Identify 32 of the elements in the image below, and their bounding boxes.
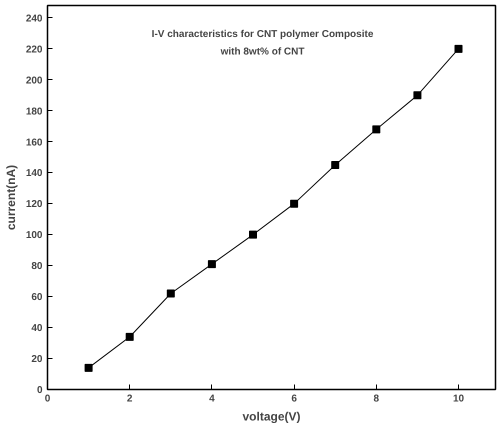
y-axis-title: current(nA) (4, 164, 18, 230)
y-tick-label: 140 (26, 168, 43, 180)
x-tick-label: 6 (291, 394, 298, 404)
y-tick-label: 40 (31, 323, 43, 334)
x-tick-label: 2 (126, 394, 133, 404)
x-tick-label: 8 (374, 394, 380, 404)
point (126, 332, 134, 341)
y-tick-label: 200 (26, 75, 43, 86)
y-tick-label: 60 (31, 292, 43, 304)
y-tick-label: 0 (36, 385, 43, 396)
point (166, 290, 175, 298)
y-tick-label: 240 (26, 13, 43, 24)
text: I-V characteristics for CNT polymer Composite with 8wt% of CNT (152, 29, 374, 58)
point (413, 91, 422, 100)
y-tick-label: 220 (26, 44, 43, 56)
y-tick-label: 100 (26, 230, 43, 242)
point (208, 260, 216, 268)
point (372, 125, 380, 134)
point (84, 364, 93, 372)
x-tick-label: 10 (452, 394, 465, 404)
y-tick-label: 180 (26, 106, 43, 118)
point (331, 160, 340, 169)
x-tick-label: 0 (44, 394, 51, 404)
y-tick-label: 120 (26, 199, 43, 210)
point (249, 230, 258, 239)
y-tick-label: 80 (31, 261, 43, 272)
y-tick-label: 160 (26, 137, 43, 148)
x-axis-title: voltage(V) (242, 410, 301, 424)
x-tick-label: 4 (209, 394, 216, 404)
point (454, 44, 463, 53)
y-tick-label: 20 (31, 354, 43, 366)
point (290, 200, 298, 208)
